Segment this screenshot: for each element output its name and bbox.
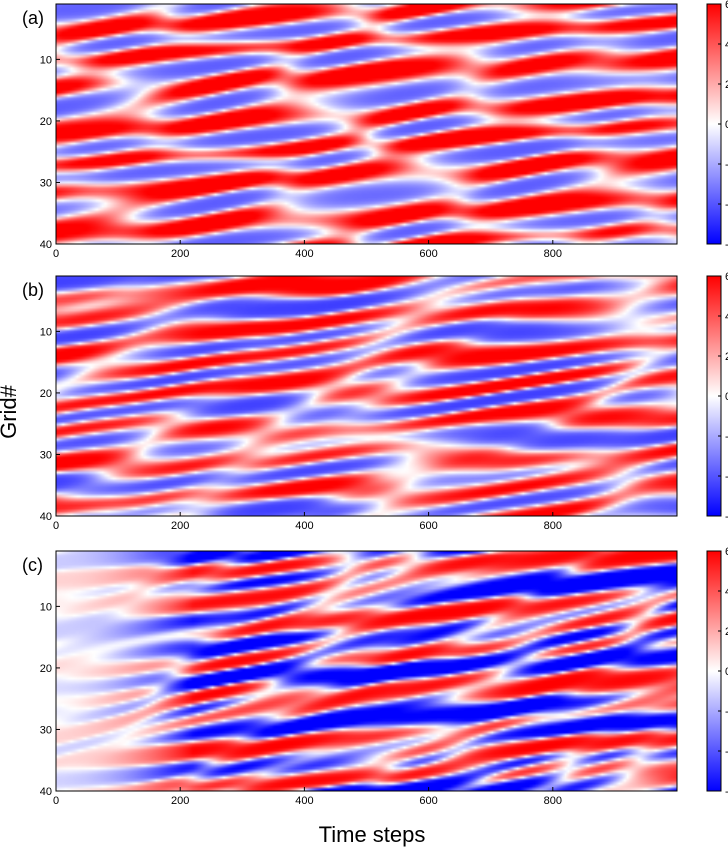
colorbar-tick-label: 0 [725,119,728,131]
colorbar-tick-label: -4 [725,471,728,483]
y-tick-label: 30 [40,724,52,736]
x-tick-label: 600 [419,795,437,807]
colorbar-tick-label: 2 [725,626,728,638]
colorbar-tick-label: 4 [725,311,728,323]
colorbar-tick-label: -2 [725,706,728,718]
x-tick-label: 800 [544,520,562,532]
colorbar-tick-label: -6 [725,786,728,798]
x-tick-label: 0 [53,248,59,260]
x-tick-label: 200 [171,795,189,807]
colorbar-tick-label: 6 [725,0,728,11]
colorbar-tick-label: -2 [725,431,728,443]
x-tick-label: 200 [171,520,189,532]
colorbar-tick-label: 2 [725,351,728,363]
heatmap-panel: (b)0200400600800102030406420-2-4-6 [22,271,728,532]
y-tick-label: 40 [40,511,52,523]
x-tick-label: 600 [419,248,437,260]
x-tick-label: 400 [295,248,313,260]
x-axis-label: Time steps [319,822,426,847]
heatmap-image [56,551,677,791]
x-tick-label: 400 [295,520,313,532]
panel-label: (b) [22,280,44,300]
colorbar-tick-label: 4 [725,586,728,598]
x-tick-label: 200 [171,248,189,260]
heatmap-image [56,4,677,244]
panels: (a)0200400600800102030406420-2-4-6(b)020… [22,0,728,807]
colorbar-tick-label: 0 [725,666,728,678]
y-tick-label: 30 [40,177,52,189]
x-tick-label: 600 [419,520,437,532]
y-tick-label: 20 [40,116,52,128]
panel-label: (a) [22,8,44,28]
plot-frame [55,3,678,245]
x-tick-label: 400 [295,795,313,807]
colorbar-tick-label: -4 [725,199,728,211]
colorbar-tick-label: 6 [725,546,728,558]
x-tick-label: 0 [53,520,59,532]
colorbar-tick-label: -2 [725,159,728,171]
colorbar-tick-label: -4 [725,746,728,758]
heatmap-image [56,276,677,516]
y-tick-label: 10 [40,54,52,66]
colorbar-tick-label: -6 [725,511,728,523]
colorbar-tick-label: 2 [725,79,728,91]
y-tick-label: 30 [40,449,52,461]
colorbar-tick-label: -6 [725,239,728,251]
panel-label: (c) [22,555,43,575]
y-tick-label: 40 [40,239,52,251]
y-axis-label: Grid# [0,384,21,439]
x-tick-label: 0 [53,795,59,807]
plot-frame [55,550,678,792]
colorbar-tick-label: 6 [725,271,728,283]
y-tick-label: 20 [40,663,52,675]
heatmap-panel: (c)0200400600800102030406420-2-4-6 [22,546,728,807]
y-tick-label: 10 [40,601,52,613]
plot-frame [55,275,678,517]
y-tick-label: 20 [40,388,52,400]
x-tick-label: 800 [544,248,562,260]
x-tick-label: 800 [544,795,562,807]
colorbar-tick-label: 0 [725,391,728,403]
colorbar-tick-label: 4 [725,39,728,51]
y-tick-label: 40 [40,786,52,798]
y-tick-label: 10 [40,326,52,338]
heatmap-panel: (a)0200400600800102030406420-2-4-6 [22,0,728,260]
